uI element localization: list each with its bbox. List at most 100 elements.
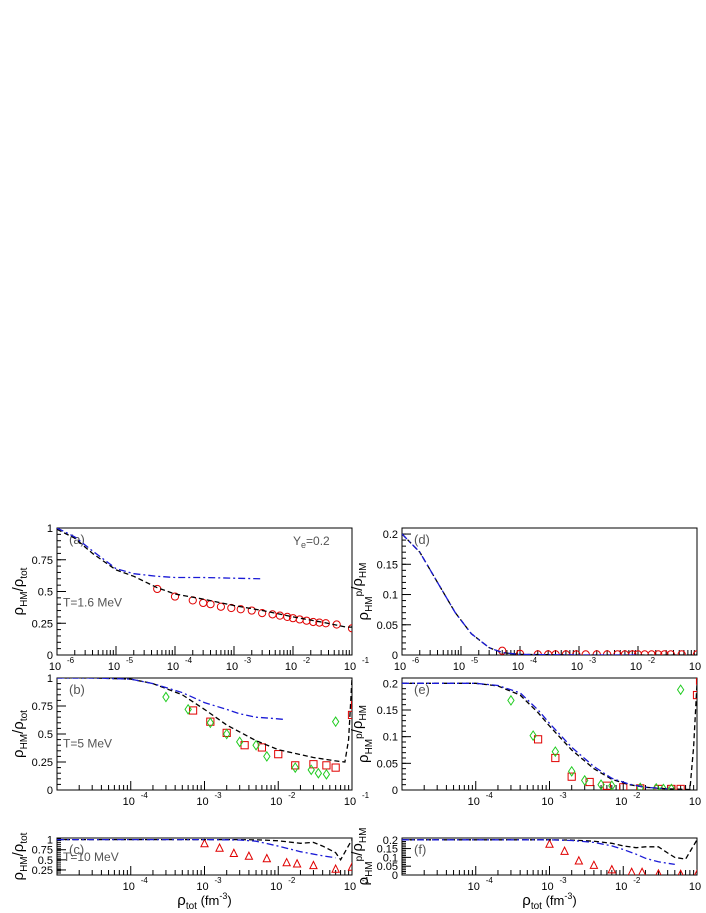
x-tick-label: 10 -4 [167,656,193,673]
circle-marker [302,616,311,625]
tick-base: 10 [167,661,179,673]
y-tick-label: 0.75 [32,701,53,713]
x-tick-label: 10 -3 [571,656,597,673]
x-axis-label: ρtot (fm-3) [522,891,576,912]
circle-marker [654,650,663,655]
tick-base: 10 [108,661,120,673]
dashdot-curve [402,533,638,655]
triangle-marker [309,860,318,870]
tick-exponent: -4 [486,791,494,800]
tick-exponent: -4 [141,791,149,800]
square-marker [619,783,628,790]
x-tick-label: 10 -2 [615,876,641,893]
triangle-marker [215,842,224,852]
diamond-marker [597,779,605,790]
x-tick-label: 10 -3 [196,876,222,893]
diamond-marker [580,774,589,786]
panel-letter: (b) [69,682,85,697]
triangle-marker [545,838,554,848]
y-tick-label: 0 [392,785,398,797]
tick-base: 10 [270,881,282,893]
tick-base: 10 [615,881,627,893]
tick-base: 10 [541,881,553,893]
circle-marker [283,612,292,622]
panel-frame [401,527,698,656]
x-tick-label: 10 -5 [453,656,479,673]
tick-exponent: -6 [67,656,75,665]
tick-base: 10 [49,661,61,673]
x-tick-label: 10 -3 [541,791,567,808]
diamond-marker [307,764,315,776]
diamond-marker [206,717,215,729]
tick-base: 10 [571,661,583,673]
circle-marker [236,605,245,614]
x-tick-label: 10-1 [689,661,701,673]
dashdot-curve [402,839,675,866]
diamond-marker [659,783,668,790]
tick-base: 10 [394,661,406,673]
dashed-curve [402,839,697,860]
diamond-marker [263,750,271,762]
diamond-marker [162,691,170,703]
triangle-marker [677,869,684,875]
square-marker [322,761,331,770]
ye-label: Ye=0.2 [293,534,330,550]
y-tick-label: 0 [392,870,398,882]
y-tick-label: 0.75 [32,555,53,567]
square-marker [257,743,266,752]
y-tick-label: 1 [47,673,53,685]
x-tick-label: 10 -4 [123,876,149,893]
dashed-curve [57,528,352,628]
circle-marker [677,650,686,655]
data-area [57,678,352,780]
diamond-marker [608,780,616,790]
y-tick-label: 0.05 [377,620,398,632]
y-tick-label: 0.5 [38,587,53,599]
tick-exponent: -1 [362,876,370,885]
diamond-marker [222,728,231,740]
x-tick-label: 10 -3 [226,656,252,673]
data-area [402,678,697,790]
y-axis-label: ρHMp/ρHM [349,563,375,621]
diamond-marker [567,765,576,777]
tick-base: 10 [344,881,356,893]
circle-marker [698,568,705,575]
panel-letter: (a) [69,532,85,547]
circle-marker [275,611,285,620]
triangle-marker [262,853,272,863]
circle-marker [247,606,256,615]
x-tick-label: 10 -3 [196,791,222,808]
triangle-marker [331,863,341,873]
tick-exponent: -4 [530,656,538,665]
temperature-label: T=10 MeV [63,850,119,864]
triangle-marker [638,867,647,875]
y-tick-label: 0.25 [32,865,53,877]
tick-exponent: -3 [560,876,568,885]
tick-base: 10 [512,661,524,673]
y-axis-label: ρHM/ρtot [10,567,30,615]
square-marker [533,735,543,744]
square-marker [585,777,594,787]
square-marker [274,750,283,759]
tick-exponent: -1 [362,791,370,800]
tick-exponent: -6 [412,656,420,665]
x-tick-label: 10 -4 [468,876,494,893]
tick-exponent: -3 [244,656,252,665]
x-tick-label: 10-1 [344,656,370,673]
square-marker [636,784,645,790]
tick-base: 10 [689,796,701,808]
x-tick-label: 10 -4 [468,791,494,808]
circle-marker [309,617,318,627]
triangle-marker [229,848,239,857]
diamond-marker [235,736,244,748]
tick-base: 10 [270,796,282,808]
x-tick-label: 10-1 [689,796,701,808]
triangle-marker [627,867,636,875]
triangle-marker [292,858,302,868]
x-tick-label: 10 -2 [630,656,656,673]
circle-marker [216,602,226,611]
panel-letter: (d) [414,532,430,547]
square-marker [309,760,318,769]
tick-base: 10 [344,796,356,808]
